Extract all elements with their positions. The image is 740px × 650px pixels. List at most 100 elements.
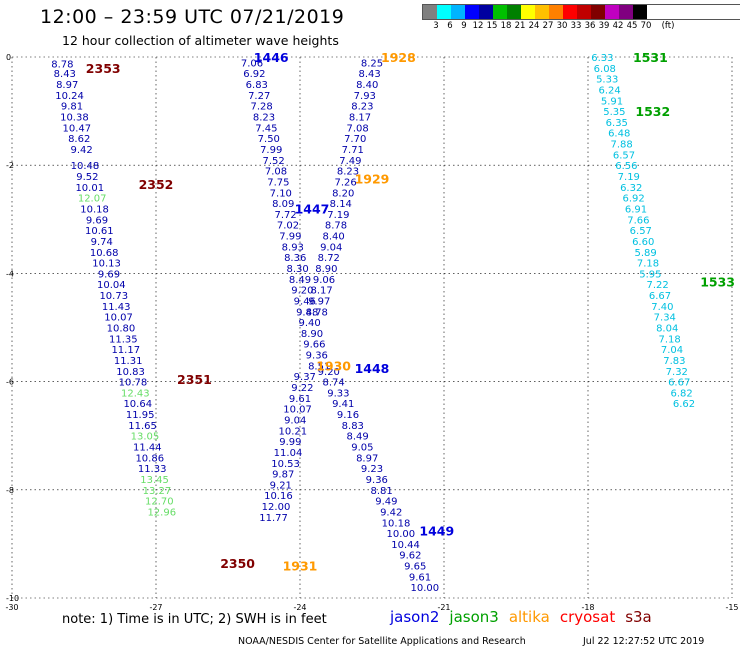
wave-height-point: 13.27 <box>143 486 172 497</box>
wave-height-point: 7.99 <box>260 145 282 156</box>
wave-height-point: 8.40 <box>356 80 378 91</box>
data-points-layer: 8.788.438.9710.249.8110.3810.478.629.421… <box>51 53 695 594</box>
wave-height-point: 9.61 <box>409 572 431 583</box>
color-scale-swatches <box>422 4 740 20</box>
y-tick-label: -4 <box>6 269 14 278</box>
wave-height-point: 5.33 <box>596 75 618 86</box>
wave-height-point: 10.73 <box>99 291 128 302</box>
wave-height-point: 6.32 <box>620 183 642 194</box>
wave-height-point: 8.78 <box>51 59 73 70</box>
color-scale-swatch <box>479 5 493 19</box>
color-scale-label: 9 <box>461 21 467 31</box>
pass-label: 1533 <box>700 275 735 290</box>
wave-height-point: 10.44 <box>391 540 420 551</box>
wave-height-point: 6.57 <box>613 150 635 161</box>
color-scale-swatch <box>451 5 465 19</box>
wave-height-point: 8.97 <box>356 453 378 464</box>
pass-label: 1928 <box>381 50 416 65</box>
wave-height-point: 9.05 <box>351 443 373 454</box>
color-scale-label: 45 <box>626 21 638 31</box>
wave-height-point: 6.67 <box>649 291 671 302</box>
wave-height-point: 11.35 <box>109 334 138 345</box>
pass-label: 2351 <box>177 372 212 387</box>
wave-height-point: 8.36 <box>284 253 306 264</box>
color-scale-label: 6 <box>447 21 453 31</box>
wave-height-point: 7.93 <box>354 91 376 102</box>
wave-height-point: 9.87 <box>272 470 294 481</box>
wave-height-point: 8.83 <box>342 421 364 432</box>
wave-height-point: 8.78 <box>306 307 328 318</box>
wave-height-point: 13.05 <box>131 432 160 443</box>
x-tick-label: -30 <box>5 603 18 612</box>
wave-height-point: 9.81 <box>61 102 83 113</box>
wave-height-point: 8.90 <box>301 329 323 340</box>
wave-height-point: 9.49 <box>375 497 397 508</box>
color-scale-swatch <box>577 5 591 19</box>
color-scale-swatch <box>591 5 605 19</box>
y-tick-label: 0 <box>6 53 11 62</box>
wave-height-point: 11.31 <box>114 356 143 367</box>
color-scale-swatch <box>535 5 549 19</box>
x-tick-label: -21 <box>437 603 450 612</box>
y-tick-label: -2 <box>6 161 14 170</box>
x-tick-label: -27 <box>149 603 162 612</box>
wave-height-point: 6.91 <box>625 204 647 215</box>
wave-height-point: 7.18 <box>637 259 659 270</box>
wave-height-point: 9.37 <box>294 372 316 383</box>
pass-labels-layer: 2353 2352 2351 2350 1446 1447 1448 1449 1928 1929… <box>86 50 735 574</box>
wave-height-point: 10.00 <box>386 529 415 540</box>
pass-label: 1931 <box>283 559 318 574</box>
wave-height-point: 8.93 <box>282 242 304 253</box>
wave-height-point: 8.51 <box>308 361 330 372</box>
wave-height-point: 12.00 <box>262 502 291 513</box>
wave-height-point: 10.18 <box>80 204 109 215</box>
pass-label: 1531 <box>633 50 668 65</box>
wave-height-point: 10.13 <box>92 259 121 270</box>
color-scale-label: 39 <box>598 21 610 31</box>
wave-height-point: 9.46 <box>294 296 316 307</box>
wave-height-point: 9.62 <box>399 551 421 562</box>
wave-height-point: 7.22 <box>646 280 668 291</box>
wave-height-point: 8.81 <box>370 486 392 497</box>
wave-height-point: 8.09 <box>272 199 294 210</box>
wave-height-point: 7.52 <box>262 156 284 167</box>
wave-height-point: 8.23 <box>253 113 275 124</box>
color-scale-label: 30 <box>556 21 568 31</box>
color-scale-swatch <box>437 5 451 19</box>
wave-height-point: 8.49 <box>289 275 311 286</box>
legend-item-altika: altika <box>508 608 550 626</box>
wave-height-point: 10.07 <box>283 405 312 416</box>
color-scale-swatch <box>521 5 535 19</box>
wave-height-point: 10.00 <box>410 583 439 594</box>
wave-height-point: 9.99 <box>279 437 301 448</box>
wave-height-point: 10.61 <box>85 226 114 237</box>
wave-height-point: 9.41 <box>332 399 354 410</box>
wave-height-point: 7.32 <box>666 367 688 378</box>
wave-height-point: 10.68 <box>90 248 119 259</box>
wave-height-point: 11.44 <box>133 443 162 454</box>
wave-height-point: 9.22 <box>291 383 313 394</box>
footer-note: note: 1) Time is in UTC; 2) SWH is in fe… <box>62 612 327 627</box>
color-scale-label: 42 <box>612 21 624 31</box>
wave-height-point: 9.48 <box>296 307 318 318</box>
wave-height-point: 10.04 <box>97 280 126 291</box>
y-tick-label: -10 <box>6 594 19 603</box>
wave-height-point: 8.23 <box>337 167 359 178</box>
wave-height-point: 12.70 <box>145 497 174 508</box>
color-scale: 3 6 9 12 15 18 21 24 27 30 33 36 39 42 45 70 (ft) <box>422 4 740 32</box>
wave-height-point: 10.07 <box>104 313 133 324</box>
wave-height-point: 10.24 <box>55 91 84 102</box>
wave-height-point: 10.48 <box>71 161 100 172</box>
satellite-legend: jason2 jason3 altika cryosat s3a <box>390 608 662 626</box>
wave-height-point: 7.75 <box>267 177 289 188</box>
wave-height-point: 12.07 <box>78 194 107 205</box>
wave-height-point: 11.65 <box>128 421 157 432</box>
legend-item-jason2: jason2 <box>390 608 440 626</box>
color-scale-label: 27 <box>542 21 554 31</box>
wave-height-point: 9.21 <box>270 480 292 491</box>
wave-height-point: 5.35 <box>603 107 625 118</box>
color-scale-label: 24 <box>528 21 540 31</box>
chart-subtitle: 12 hour collection of altimeter wave hei… <box>62 33 339 48</box>
legend-item-jason3: jason3 <box>449 608 499 626</box>
wave-height-point: 7.04 <box>661 345 683 356</box>
